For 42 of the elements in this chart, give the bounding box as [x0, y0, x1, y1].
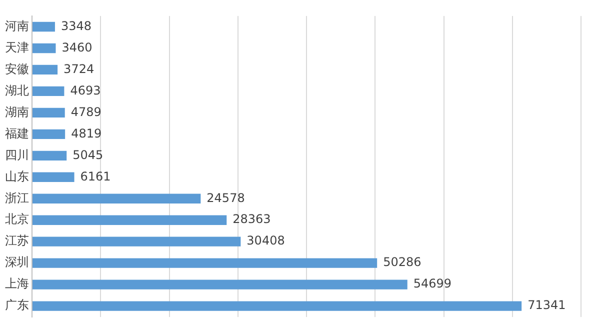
data-label: 50286 — [383, 255, 422, 270]
data-label: 54699 — [413, 276, 452, 291]
bar — [32, 215, 227, 225]
data-label: 4819 — [71, 126, 102, 140]
bar — [32, 64, 58, 75]
bar — [32, 236, 241, 246]
data-label: 24578 — [206, 190, 245, 205]
y-tick-label: 天津 — [5, 40, 29, 54]
data-label: 30408 — [246, 234, 285, 248]
y-tick-label: 安徽 — [5, 62, 29, 76]
data-label: 6161 — [80, 169, 111, 184]
data-label: 71341 — [528, 298, 566, 312]
data-label: 3460 — [62, 40, 92, 54]
y-tick-label: 上海 — [5, 276, 29, 291]
data-label: 28363 — [232, 212, 271, 226]
y-tick-label: 江苏 — [5, 234, 29, 248]
y-tick-label: 深圳 — [5, 255, 29, 270]
bar — [32, 108, 65, 118]
y-tick-label: 福建 — [5, 126, 29, 140]
data-label: 3348 — [60, 18, 92, 33]
bar — [32, 194, 201, 204]
data-label: 4693 — [70, 83, 101, 98]
y-tick-label: 四川 — [5, 148, 29, 162]
data-label: 3724 — [64, 62, 94, 76]
data-label: 5045 — [72, 148, 104, 162]
y-tick-label: 湖南 — [5, 104, 29, 119]
bar — [32, 129, 66, 140]
bar — [32, 22, 55, 32]
y-tick-label: 北京 — [5, 212, 29, 226]
bar — [32, 172, 74, 182]
bar — [32, 280, 408, 290]
y-tick-label: 湖北 — [5, 83, 29, 98]
y-tick-label: 河南 — [5, 18, 29, 33]
bar — [32, 86, 64, 96]
y-tick-label: 浙江 — [5, 190, 29, 205]
y-tick-label: 广东 — [5, 298, 29, 312]
bar — [32, 258, 378, 268]
bar — [32, 301, 522, 311]
y-tick-label: 山东 — [5, 169, 29, 184]
bar — [32, 150, 67, 160]
bar — [32, 43, 56, 54]
data-label: 4789 — [70, 104, 102, 119]
